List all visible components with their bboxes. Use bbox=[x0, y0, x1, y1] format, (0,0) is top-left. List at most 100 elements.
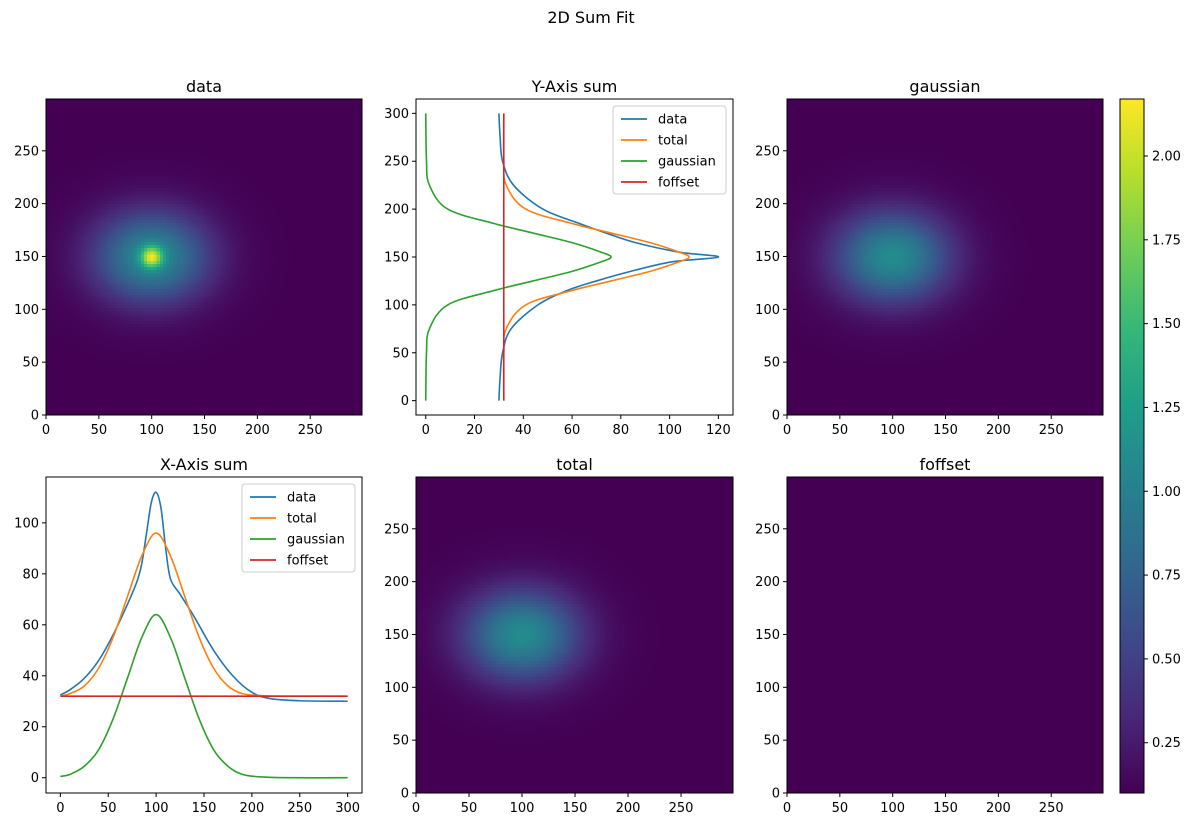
heatmap-cell bbox=[185, 389, 189, 394]
heatmap-cell bbox=[112, 380, 117, 384]
heatmap-cell bbox=[289, 358, 294, 362]
heatmap-cell bbox=[147, 408, 151, 413]
heatmap-cell bbox=[185, 411, 189, 416]
heatmap-cell bbox=[115, 354, 120, 359]
heatmap-cell bbox=[137, 389, 142, 394]
heatmap-cell bbox=[245, 411, 249, 416]
heatmap-cell bbox=[143, 396, 148, 400]
heatmap-cell bbox=[204, 354, 208, 359]
heatmap-cell bbox=[166, 361, 170, 366]
heatmap-cell bbox=[156, 348, 161, 353]
heatmap-cell bbox=[74, 345, 79, 350]
heatmap-cell bbox=[305, 361, 309, 366]
heatmap-cell bbox=[295, 367, 300, 372]
heatmap-cell bbox=[159, 370, 164, 375]
heatmap-cell bbox=[226, 402, 230, 407]
heatmap-cell bbox=[213, 402, 218, 407]
heatmap-cell bbox=[137, 402, 142, 407]
heatmap-cell bbox=[58, 402, 63, 407]
heatmap-cell bbox=[305, 392, 309, 397]
heatmap-cell bbox=[125, 358, 129, 362]
heatmap-cell bbox=[166, 396, 170, 400]
heatmap-cell bbox=[77, 377, 82, 381]
heatmap-cell bbox=[216, 396, 221, 400]
heatmap-cell bbox=[289, 408, 294, 413]
heatmap-cell bbox=[273, 392, 278, 397]
heatmap-cell bbox=[349, 361, 354, 366]
heatmap-cell bbox=[336, 358, 341, 362]
heatmap-cell bbox=[118, 345, 123, 350]
heatmap-cell bbox=[267, 351, 271, 356]
heatmap-cell bbox=[121, 367, 126, 372]
heatmap-cell bbox=[77, 411, 82, 416]
heatmap-cell bbox=[156, 389, 161, 394]
heatmap-cell bbox=[204, 370, 208, 375]
heatmap-cell bbox=[61, 389, 66, 394]
heatmap-cell bbox=[289, 396, 294, 400]
heatmap-cell bbox=[238, 383, 243, 388]
heatmap-cell bbox=[267, 367, 271, 372]
heatmap-cell bbox=[137, 411, 142, 416]
heatmap-cell bbox=[121, 351, 126, 356]
heatmap-cell bbox=[178, 370, 183, 375]
heatmap-cell bbox=[219, 386, 224, 391]
heatmap-cell bbox=[232, 392, 237, 397]
heatmap-cell bbox=[58, 411, 63, 416]
heatmap-cell bbox=[251, 370, 256, 375]
heatmap-cell bbox=[260, 373, 265, 378]
heatmap-cell bbox=[159, 383, 164, 388]
heatmap-cell bbox=[169, 364, 173, 369]
heatmap-cell bbox=[61, 399, 66, 403]
heatmap-cell bbox=[292, 389, 297, 394]
heatmap-cell bbox=[188, 392, 192, 397]
heatmap-cell bbox=[74, 389, 79, 394]
heatmap-cell bbox=[46, 389, 50, 394]
heatmap-cell bbox=[283, 386, 287, 391]
heatmap-cell bbox=[216, 383, 221, 388]
heatmap-cell bbox=[71, 358, 76, 362]
heatmap-cell bbox=[169, 348, 173, 353]
heatmap-cell bbox=[128, 386, 132, 391]
heatmap-cell bbox=[49, 361, 53, 366]
heatmap-cell bbox=[320, 351, 325, 356]
heatmap-cell bbox=[137, 383, 142, 388]
heatmap-cell bbox=[80, 354, 85, 359]
heatmap-cell bbox=[349, 392, 354, 397]
heatmap-cell bbox=[74, 358, 79, 362]
heatmap-cell bbox=[222, 361, 227, 366]
heatmap-cell bbox=[178, 380, 183, 384]
heatmap-cell bbox=[210, 377, 215, 381]
heatmap-cell bbox=[352, 411, 357, 416]
heatmap-cell bbox=[172, 405, 177, 410]
heatmap-cell bbox=[87, 380, 91, 384]
heatmap-cell bbox=[106, 399, 110, 403]
heatmap-cell bbox=[150, 364, 155, 369]
heatmap-cell bbox=[216, 373, 221, 378]
heatmap-cell bbox=[241, 383, 246, 388]
heatmap-cell bbox=[320, 358, 325, 362]
heatmap-cell bbox=[308, 361, 313, 366]
heatmap-cell bbox=[270, 358, 275, 362]
heatmap-cell bbox=[125, 386, 129, 391]
heatmap-cell bbox=[96, 358, 101, 362]
heatmap-cell bbox=[298, 348, 303, 353]
heatmap-cell bbox=[68, 358, 72, 362]
heatmap-cell bbox=[169, 402, 173, 407]
heatmap-cell bbox=[118, 373, 123, 378]
heatmap-cell bbox=[238, 389, 243, 394]
heatmap-cell bbox=[339, 380, 344, 384]
heatmap-cell bbox=[197, 354, 202, 359]
heatmap-cell bbox=[121, 348, 126, 353]
heatmap-cell bbox=[317, 396, 322, 400]
heatmap-cell bbox=[49, 389, 53, 394]
heatmap-cell bbox=[327, 402, 331, 407]
heatmap-cell bbox=[166, 386, 170, 391]
heatmap-cell bbox=[283, 377, 287, 381]
heatmap-cell bbox=[128, 358, 132, 362]
heatmap-cell bbox=[355, 348, 360, 353]
heatmap-cell bbox=[289, 411, 294, 416]
heatmap-cell bbox=[188, 377, 192, 381]
heatmap-cell bbox=[207, 351, 211, 356]
heatmap-cell bbox=[191, 399, 196, 403]
heatmap-cell bbox=[311, 402, 316, 407]
